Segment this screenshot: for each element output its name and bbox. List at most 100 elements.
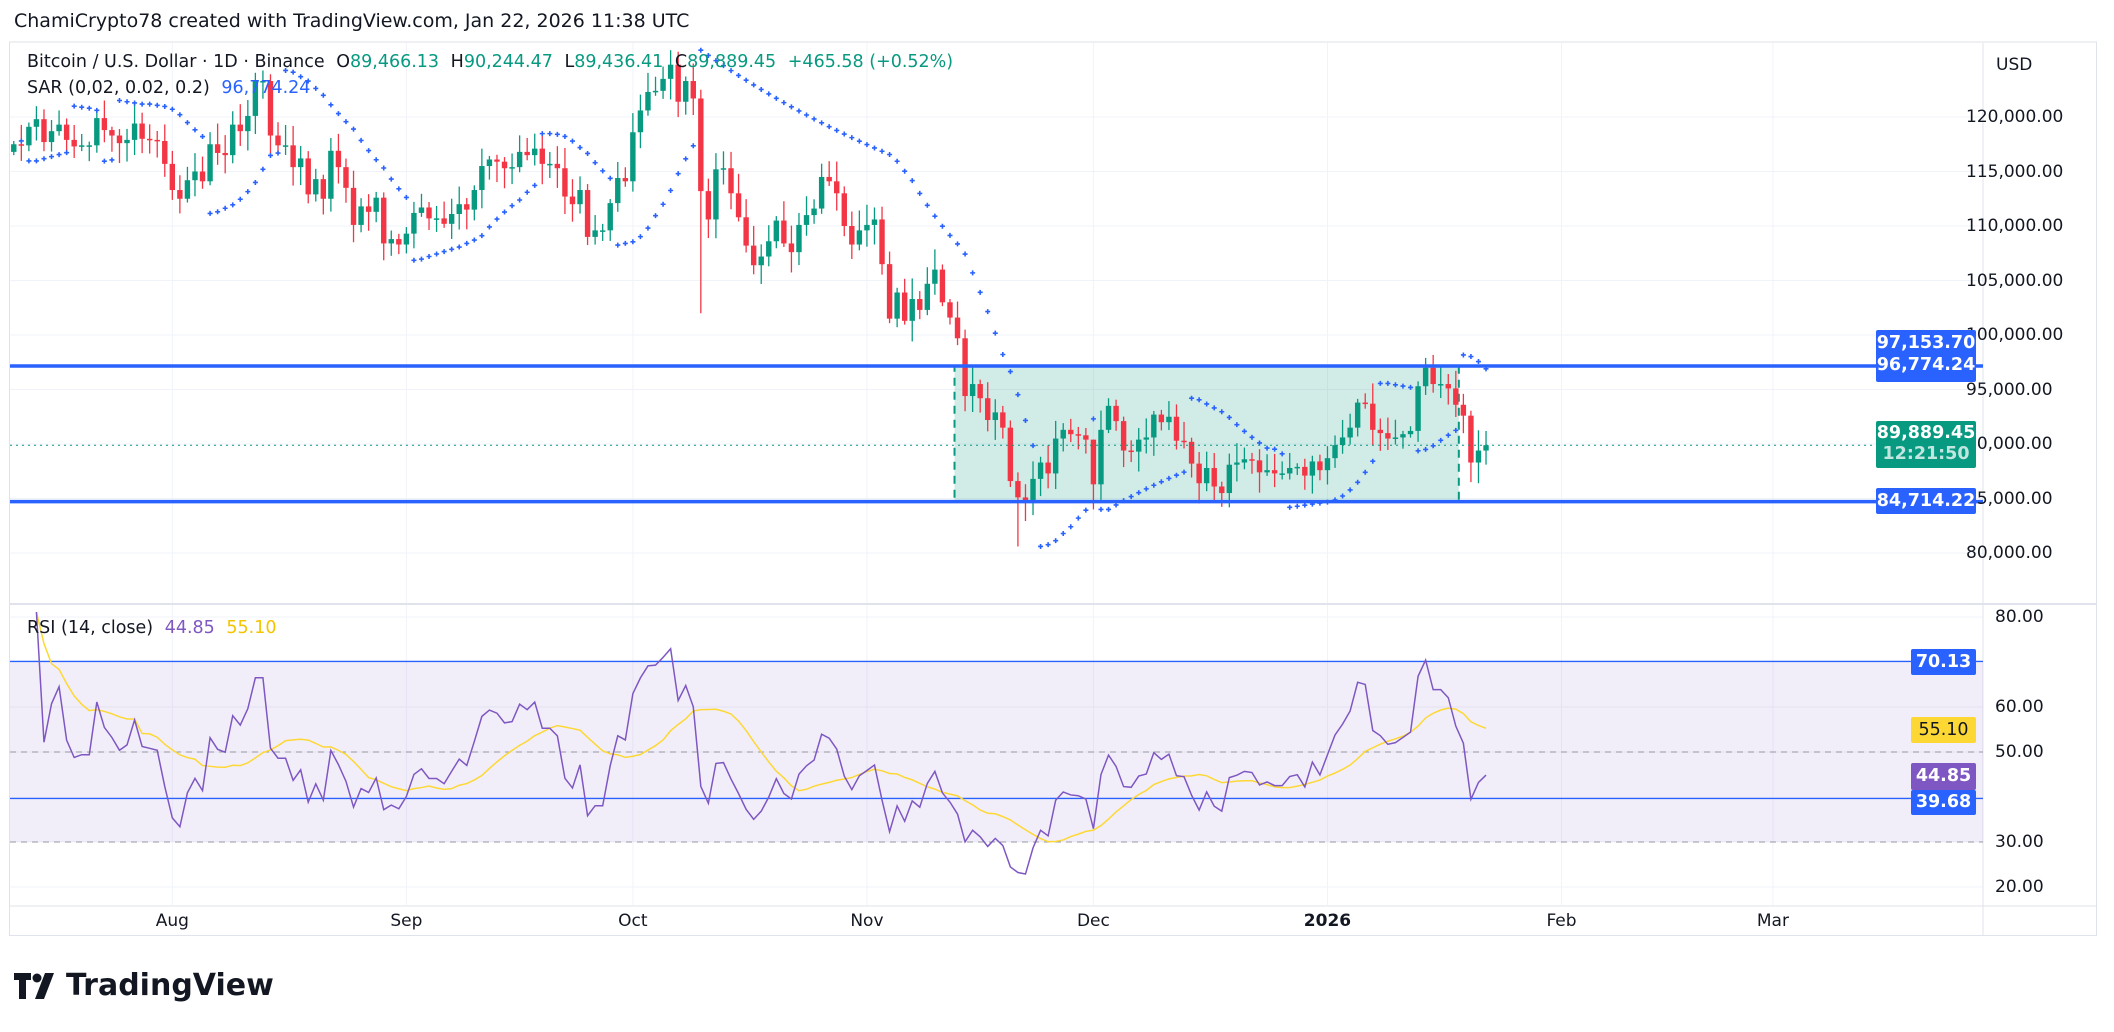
upper-line-price-tag: 97,153.70 — [1876, 333, 1976, 353]
sar-point — [585, 150, 591, 156]
time-tick-label: Oct — [618, 911, 648, 931]
sar-point — [49, 154, 55, 160]
sar-point — [403, 194, 409, 200]
sar-point — [1332, 497, 1338, 503]
candle-body — [569, 196, 576, 205]
candle-body — [1181, 440, 1187, 443]
sar-point — [283, 67, 289, 73]
sar-point — [1189, 395, 1195, 401]
sar-point — [200, 134, 206, 140]
sar-point — [139, 101, 145, 107]
last-price-tag: 89,889.45 12:21:50 — [1876, 421, 1976, 468]
sar-point — [736, 72, 742, 78]
candle-body — [1241, 459, 1248, 463]
candle-body — [977, 384, 983, 399]
candle-body — [592, 230, 598, 237]
open-label: O — [336, 52, 350, 72]
sar-point — [1272, 446, 1278, 452]
sar-point — [1317, 500, 1323, 506]
candle-body — [1219, 486, 1225, 494]
candle-body — [735, 193, 742, 218]
sar-point — [351, 126, 357, 132]
open-value: 89,466.13 — [349, 52, 440, 72]
candle-body — [1015, 481, 1021, 498]
candle-body — [826, 176, 832, 182]
tradingview-logo[interactable]: TradingView — [14, 968, 274, 1003]
sar-point — [207, 210, 213, 216]
candle-body — [486, 159, 493, 167]
sar-point — [615, 242, 621, 248]
candle-body — [71, 139, 77, 147]
candle-body — [1151, 414, 1157, 438]
rsi-tick-label: 30.00 — [1995, 832, 2044, 852]
candle-body — [305, 158, 311, 195]
candle-body — [1060, 429, 1066, 439]
sar-point — [230, 202, 236, 208]
candle-body — [577, 190, 583, 205]
sar-point — [826, 124, 832, 130]
sar-point — [577, 145, 583, 151]
candle-body — [705, 191, 712, 220]
candle-body — [177, 190, 183, 199]
sar-point — [215, 209, 221, 215]
currency-selector[interactable]: USD — [1996, 55, 2033, 75]
symbol-name[interactable]: Bitcoin / U.S. Dollar · 1D · Binance — [27, 52, 325, 72]
sar-point — [162, 103, 168, 109]
sar-point — [841, 131, 847, 137]
candle-body — [713, 169, 719, 220]
sar-point — [381, 165, 387, 171]
sar-point — [675, 171, 681, 177]
candle-body — [1339, 437, 1346, 446]
sar-point — [1113, 502, 1119, 508]
candle-body — [456, 204, 462, 215]
candle-body — [728, 168, 734, 194]
candle-body — [1468, 415, 1474, 463]
price-tick-label: 100,000.00 — [1966, 325, 2064, 345]
sar-point — [1166, 475, 1172, 481]
sar-point — [1415, 448, 1421, 454]
sar-point — [894, 158, 900, 164]
sar-point — [1475, 359, 1481, 365]
candle-body — [1052, 438, 1059, 474]
sar-point — [79, 104, 85, 110]
last-price: 89,889.45 — [1876, 423, 1976, 443]
rsi-ma-tag: 55.10 — [1911, 717, 1976, 743]
sar-point — [1045, 542, 1051, 548]
candle-body — [214, 144, 221, 153]
candle-body — [1158, 414, 1165, 423]
candle-body — [230, 124, 236, 156]
sar-legend[interactable]: SAR (0,02, 0.02, 0.2) 96,774.24 — [27, 78, 316, 98]
sar-point — [645, 225, 651, 231]
sar-point — [464, 240, 470, 246]
sar-point — [1196, 397, 1202, 403]
sar-point — [871, 145, 877, 151]
sar-point — [502, 209, 508, 215]
sar-point — [298, 74, 304, 80]
sar-point — [517, 197, 523, 203]
candle-body — [48, 131, 55, 143]
sar-point — [41, 156, 47, 162]
sar-point — [343, 119, 349, 125]
sar-point — [222, 205, 228, 211]
sar-point — [1385, 380, 1391, 386]
rsi-legend[interactable]: RSI (14, close) 44.85 55.10 — [27, 618, 283, 638]
sar-point — [728, 68, 734, 74]
candle-body — [297, 158, 304, 168]
candle-body — [683, 81, 689, 102]
sar-point — [1015, 392, 1021, 398]
candle-body — [660, 78, 666, 91]
candle-body — [199, 171, 206, 182]
candle-body — [516, 151, 523, 168]
candle-body — [260, 81, 266, 83]
lower-line-price-tag: 84,714.22 — [1876, 488, 1976, 514]
sar-point — [955, 241, 961, 247]
candle-body — [1460, 404, 1467, 416]
sar-point — [328, 102, 334, 108]
candle-body — [524, 151, 530, 156]
sar-value: 96,774.24 — [221, 78, 311, 98]
candle-body — [849, 226, 855, 245]
candle-body — [448, 214, 455, 224]
rsi-tick-label: 60.00 — [1995, 697, 2044, 717]
candle-body — [532, 148, 538, 156]
